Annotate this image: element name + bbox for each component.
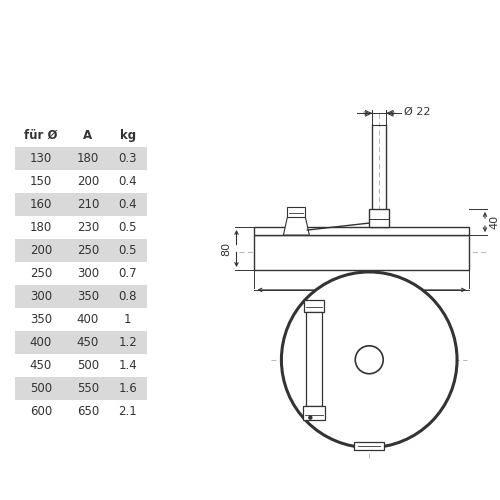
- Bar: [288, 207, 306, 217]
- Bar: [304, 406, 326, 419]
- Text: 1: 1: [124, 313, 132, 326]
- Text: Ø 22: Ø 22: [404, 108, 430, 118]
- Text: 300: 300: [30, 290, 52, 303]
- Text: 1.4: 1.4: [118, 359, 137, 372]
- Text: 1.6: 1.6: [118, 382, 137, 394]
- Text: 400: 400: [76, 313, 99, 326]
- Text: 0.4: 0.4: [118, 175, 137, 188]
- Text: 0.5: 0.5: [118, 244, 137, 257]
- Text: 0.8: 0.8: [118, 290, 137, 303]
- Text: 0.5: 0.5: [118, 221, 137, 234]
- Text: 550: 550: [77, 382, 99, 394]
- Circle shape: [282, 272, 457, 448]
- Text: 180: 180: [76, 152, 99, 165]
- Text: 80: 80: [222, 242, 232, 256]
- Text: 650: 650: [76, 404, 99, 417]
- Text: 500: 500: [77, 359, 99, 372]
- Text: 600: 600: [30, 404, 52, 417]
- Text: Ø A: Ø A: [350, 298, 373, 311]
- Text: 0.3: 0.3: [118, 152, 137, 165]
- Text: 500: 500: [30, 382, 52, 394]
- Text: für Ø: für Ø: [24, 128, 58, 141]
- Bar: [369, 209, 389, 227]
- Text: 150: 150: [30, 175, 52, 188]
- Bar: [15, 376, 146, 400]
- Text: 2.1: 2.1: [118, 404, 137, 417]
- Text: 200: 200: [30, 244, 52, 257]
- Text: 300: 300: [77, 267, 99, 280]
- Bar: [306, 312, 322, 406]
- Text: kg: kg: [120, 128, 136, 141]
- Bar: [15, 331, 146, 354]
- Text: 400: 400: [30, 336, 52, 349]
- Circle shape: [309, 416, 312, 419]
- Text: 250: 250: [30, 267, 52, 280]
- Text: 450: 450: [30, 359, 52, 372]
- Bar: [304, 300, 324, 312]
- Bar: [15, 239, 146, 262]
- Text: 130: 130: [30, 152, 52, 165]
- Text: 350: 350: [30, 313, 52, 326]
- Text: 200: 200: [76, 175, 99, 188]
- Text: 180: 180: [30, 221, 52, 234]
- Text: 0.7: 0.7: [118, 267, 137, 280]
- Polygon shape: [284, 217, 310, 235]
- Text: 160: 160: [30, 198, 52, 211]
- Text: 250: 250: [76, 244, 99, 257]
- Text: 210: 210: [76, 198, 99, 211]
- Bar: [354, 442, 384, 450]
- Bar: [15, 147, 146, 170]
- Text: 1.2: 1.2: [118, 336, 137, 349]
- Bar: [15, 285, 146, 308]
- Text: 40: 40: [489, 215, 499, 229]
- Text: A: A: [84, 128, 92, 141]
- Bar: [254, 235, 469, 270]
- Text: 0.4: 0.4: [118, 198, 137, 211]
- Circle shape: [356, 346, 383, 374]
- Bar: [15, 193, 146, 216]
- Bar: [254, 227, 469, 235]
- Text: 350: 350: [77, 290, 99, 303]
- Text: 230: 230: [76, 221, 99, 234]
- Text: 450: 450: [76, 336, 99, 349]
